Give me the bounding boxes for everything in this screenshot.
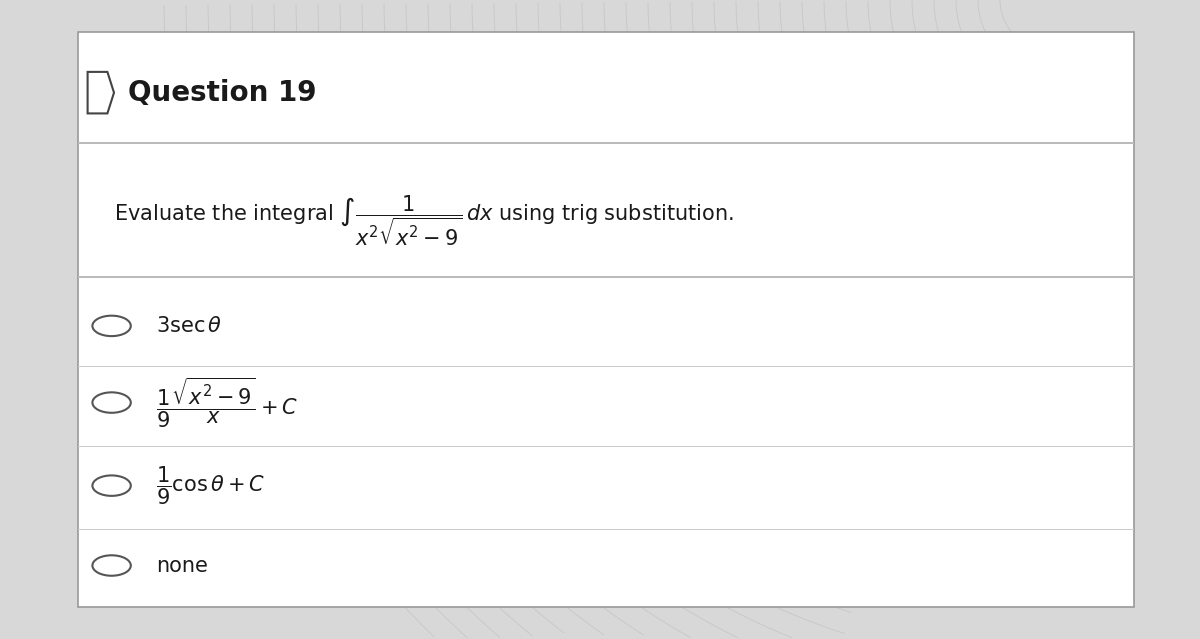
Text: Evaluate the integral $\int \dfrac{1}{x^2\sqrt{x^2-9}}\,dx$ using trig substitut: Evaluate the integral $\int \dfrac{1}{x^…: [114, 193, 734, 248]
Text: $\dfrac{1}{9}\dfrac{\sqrt{x^2-9}}{x}+C$: $\dfrac{1}{9}\dfrac{\sqrt{x^2-9}}{x}+C$: [156, 375, 299, 430]
Text: $\dfrac{1}{9}\cos\theta + C$: $\dfrac{1}{9}\cos\theta + C$: [156, 465, 265, 507]
Text: Question 19: Question 19: [128, 79, 317, 107]
Text: $3\sec\theta$: $3\sec\theta$: [156, 316, 222, 336]
Text: none: none: [156, 555, 208, 576]
